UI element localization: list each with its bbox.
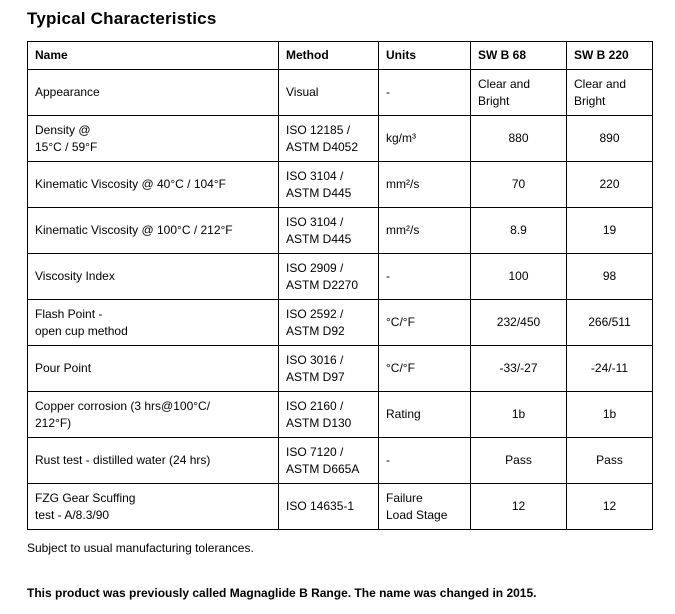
cell-units: -	[378, 69, 471, 116]
cell-method: ISO 12185 / ASTM D4052	[278, 115, 379, 162]
cell-value-68: 70	[470, 161, 567, 208]
column-header-name: Name	[27, 41, 279, 70]
cell-value-68: 1b	[470, 391, 567, 438]
cell-value-68: 100	[470, 253, 567, 300]
cell-value-220: 12	[566, 483, 653, 530]
cell-units: Rating	[378, 391, 471, 438]
cell-name: Rust test - distilled water (24 hrs)	[27, 437, 279, 484]
cell-value-220: 98	[566, 253, 653, 300]
column-header-sw-b-220: SW B 220	[566, 41, 653, 70]
cell-name: FZG Gear Scuffing test - A/8.3/90	[27, 483, 279, 530]
cell-method: ISO 14635-1	[278, 483, 379, 530]
cell-value-68: -33/-27	[470, 345, 567, 392]
table-row-kinematic-viscosity-40: Kinematic Viscosity @ 40°C / 104°F ISO 3…	[27, 161, 653, 208]
cell-value-68: 232/450	[470, 299, 567, 346]
cell-name: Density @ 15°C / 59°F	[27, 115, 279, 162]
cell-method: ISO 3104 / ASTM D445	[278, 161, 379, 208]
cell-value-220: 890	[566, 115, 653, 162]
cell-method: ISO 3016 / ASTM D97	[278, 345, 379, 392]
cell-name: Copper corrosion (3 hrs@100°C/ 212°F)	[27, 391, 279, 438]
cell-value-68: Pass	[470, 437, 567, 484]
cell-value-220: 266/511	[566, 299, 653, 346]
cell-name: Kinematic Viscosity @ 40°C / 104°F	[27, 161, 279, 208]
cell-value-68: 880	[470, 115, 567, 162]
cell-method: ISO 2592 / ASTM D92	[278, 299, 379, 346]
cell-name: Flash Point - open cup method	[27, 299, 279, 346]
table-row-flash-point: Flash Point - open cup method ISO 2592 /…	[27, 299, 653, 346]
cell-method: Visual	[278, 69, 379, 116]
cell-name: Pour Point	[27, 345, 279, 392]
cell-value-68: 12	[470, 483, 567, 530]
cell-value-220: 1b	[566, 391, 653, 438]
cell-units: °C/°F	[378, 345, 471, 392]
cell-units: mm²/s	[378, 161, 471, 208]
cell-value-220: 220	[566, 161, 653, 208]
table-row-kinematic-viscosity-100: Kinematic Viscosity @ 100°C / 212°F ISO …	[27, 207, 653, 254]
cell-units: mm²/s	[378, 207, 471, 254]
column-header-units: Units	[378, 41, 471, 70]
cell-method: ISO 2160 / ASTM D130	[278, 391, 379, 438]
table-row-copper-corrosion: Copper corrosion (3 hrs@100°C/ 212°F) IS…	[27, 391, 653, 438]
cell-units: -	[378, 253, 471, 300]
cell-value-220: -24/-11	[566, 345, 653, 392]
table-header-row: Name Method Units SW B 68 SW B 220	[27, 41, 653, 70]
column-header-sw-b-68: SW B 68	[470, 41, 567, 70]
cell-name: Viscosity Index	[27, 253, 279, 300]
table-row-density: Density @ 15°C / 59°F ISO 12185 / ASTM D…	[27, 115, 653, 162]
table-row-pour-point: Pour Point ISO 3016 / ASTM D97 °C/°F -33…	[27, 345, 653, 392]
table-row-appearance: Appearance Visual - Clear and Bright Cle…	[27, 69, 653, 116]
cell-method: ISO 2909 / ASTM D2270	[278, 253, 379, 300]
cell-value-220: 19	[566, 207, 653, 254]
characteristics-table: Name Method Units SW B 68 SW B 220 Appea…	[27, 41, 653, 530]
cell-value-220: Pass	[566, 437, 653, 484]
page-title: Typical Characteristics	[27, 9, 217, 28]
cell-value-68: 8.9	[470, 207, 567, 254]
cell-units: °C/°F	[378, 299, 471, 346]
table-row-viscosity-index: Viscosity Index ISO 2909 / ASTM D2270 - …	[27, 253, 653, 300]
cell-name: Appearance	[27, 69, 279, 116]
table-row-fzg-gear-scuffing: FZG Gear Scuffing test - A/8.3/90 ISO 14…	[27, 483, 653, 530]
cell-method: ISO 3104 / ASTM D445	[278, 207, 379, 254]
cell-value-220: Clear and Bright	[566, 69, 653, 116]
cell-units: Failure Load Stage	[378, 483, 471, 530]
cell-units: -	[378, 437, 471, 484]
column-header-method: Method	[278, 41, 379, 70]
cell-name: Kinematic Viscosity @ 100°C / 212°F	[27, 207, 279, 254]
tolerance-note: Subject to usual manufacturing tolerance…	[27, 541, 254, 555]
cell-method: ISO 7120 / ASTM D665A	[278, 437, 379, 484]
rename-note: This product was previously called Magna…	[27, 586, 537, 600]
cell-value-68: Clear and Bright	[470, 69, 567, 116]
cell-units: kg/m³	[378, 115, 471, 162]
content-area: Typical Characteristics Name Method Unit…	[27, 9, 653, 600]
table-row-rust-test: Rust test - distilled water (24 hrs) ISO…	[27, 437, 653, 484]
